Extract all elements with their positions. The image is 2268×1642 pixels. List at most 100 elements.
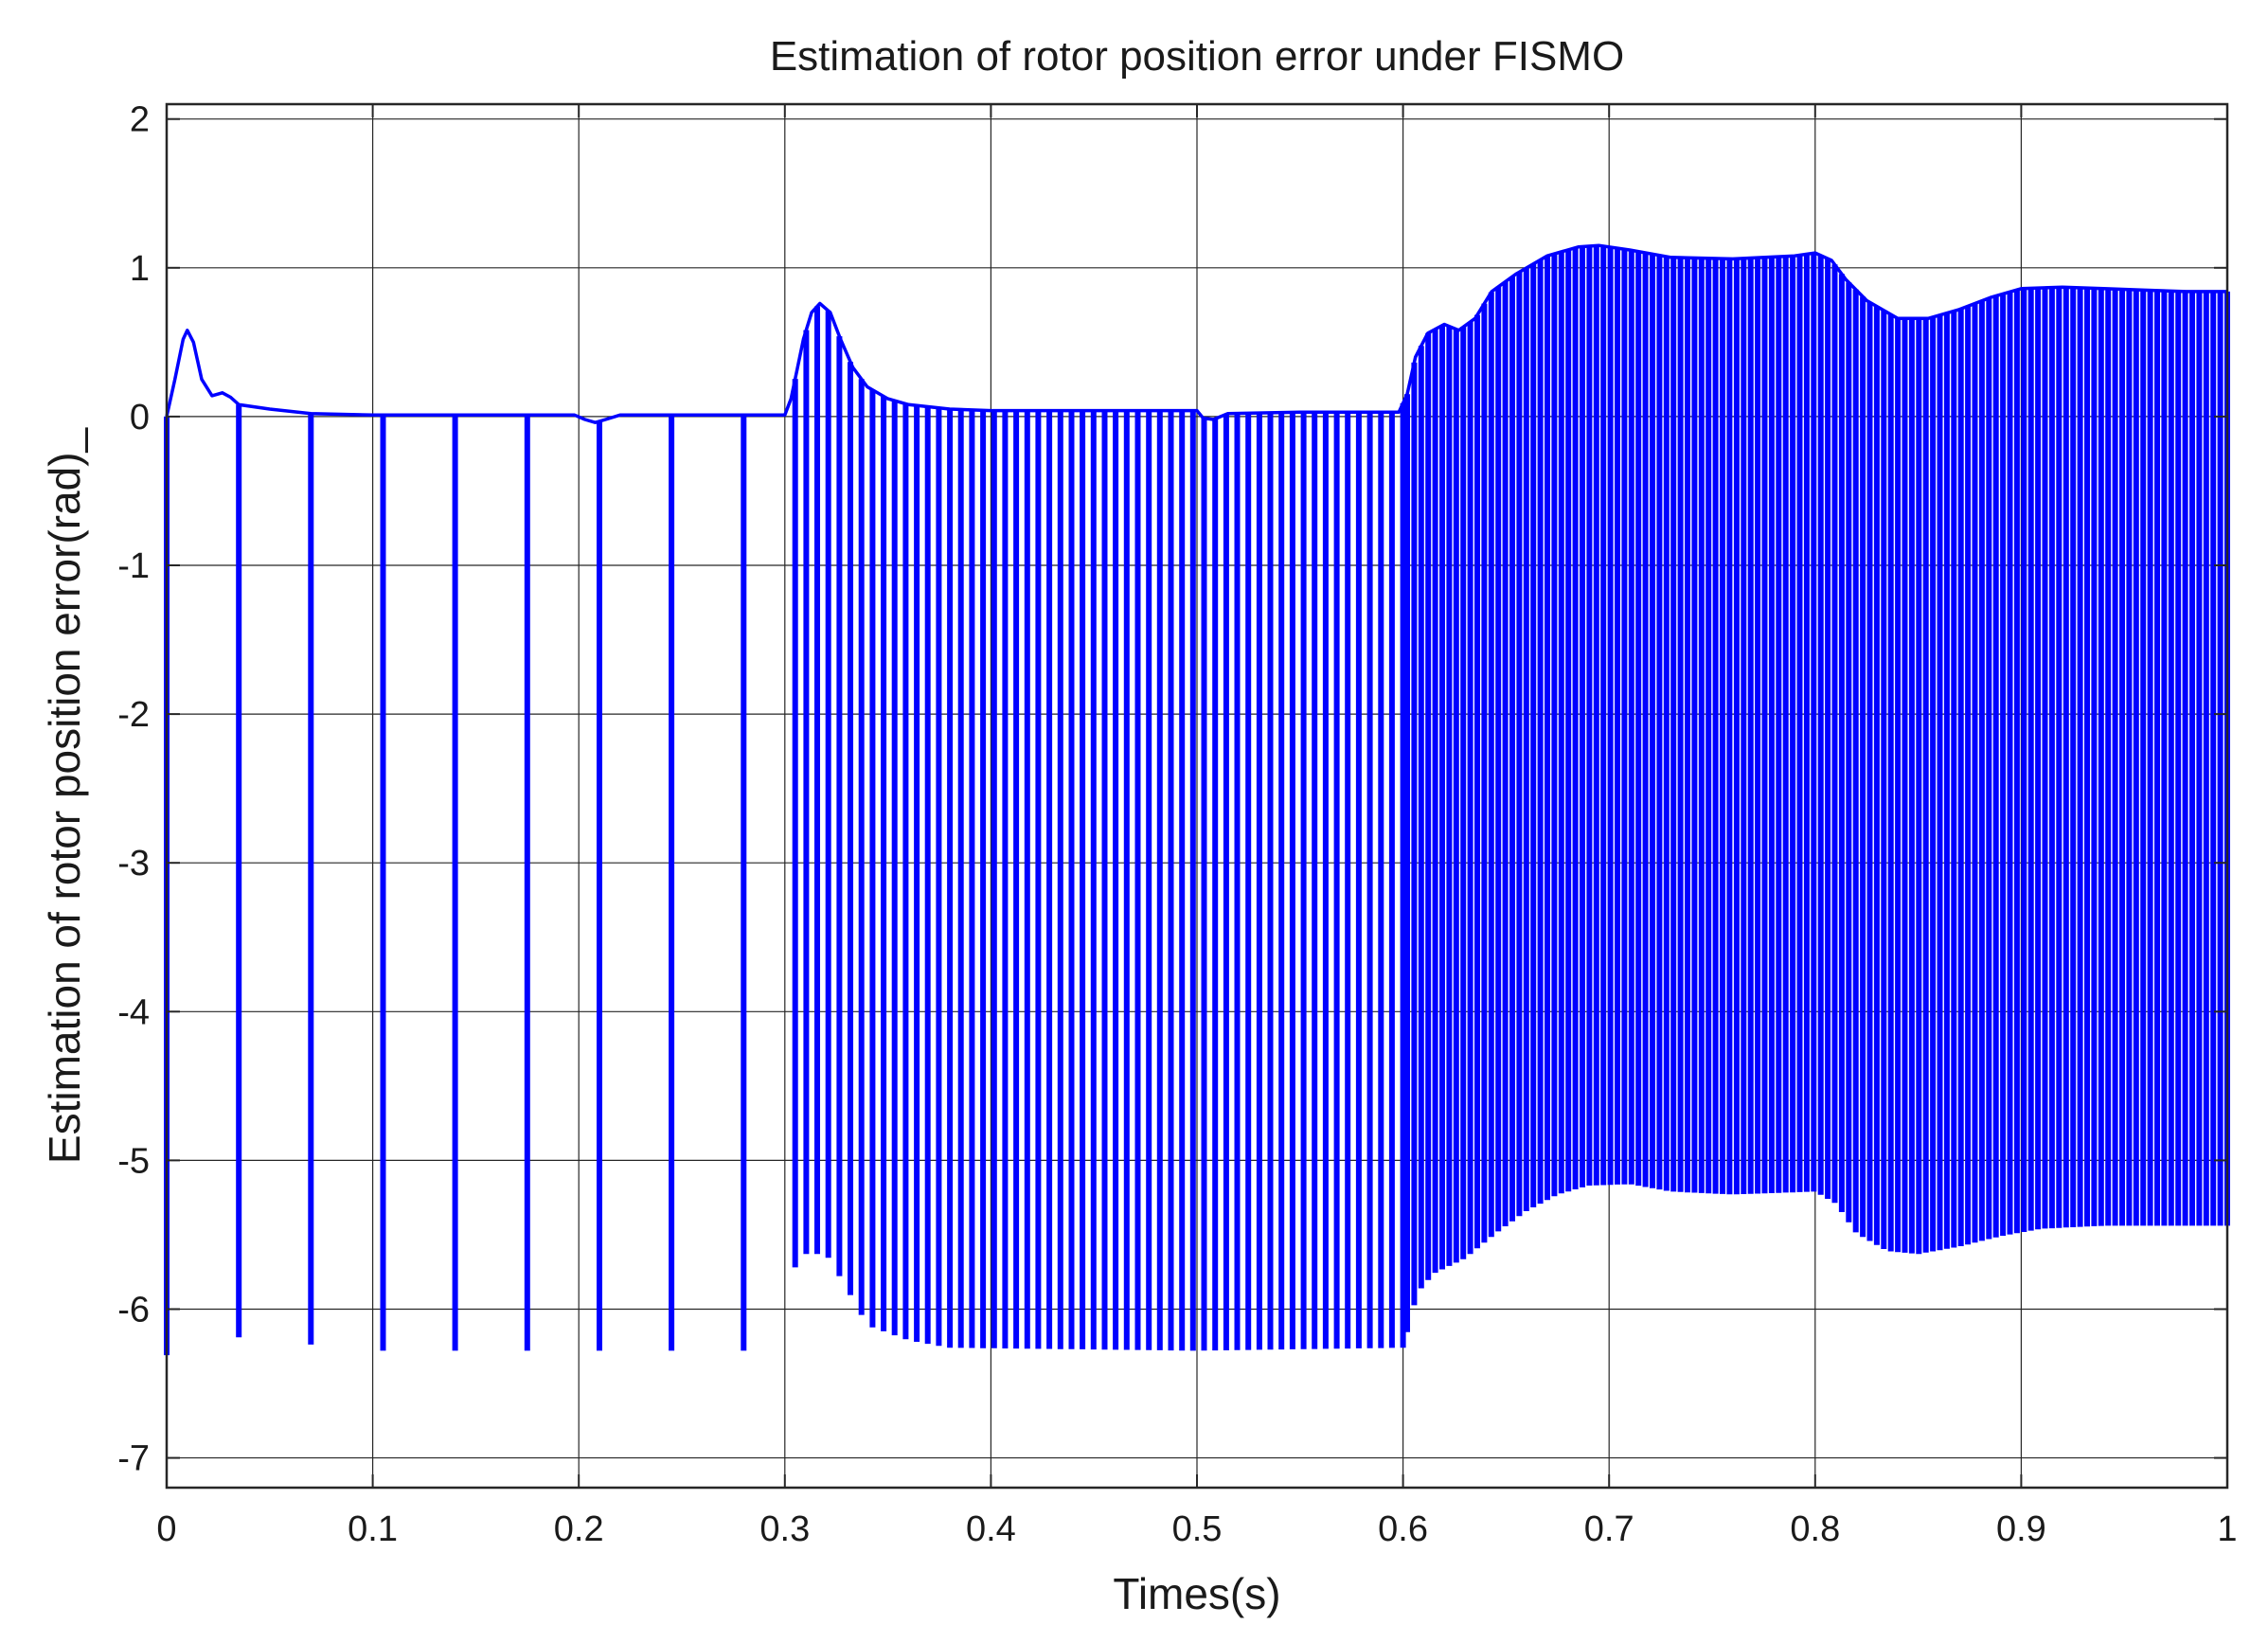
series-spike	[1300, 412, 1307, 1349]
series-spike	[1607, 247, 1614, 1186]
series-spike	[947, 409, 954, 1348]
series-spike	[1881, 310, 1887, 1249]
series-spike	[2147, 290, 2153, 1226]
series-spike	[2048, 287, 2055, 1229]
series-spike	[1425, 332, 1432, 1280]
series-spike	[1965, 306, 1972, 1245]
series-spike	[1615, 248, 1620, 1185]
x-tick-label: 0.6	[1378, 1509, 1428, 1549]
series-spike	[380, 415, 386, 1351]
series-spike	[1267, 412, 1274, 1350]
series-spike	[2070, 287, 2077, 1227]
series-spike	[869, 389, 876, 1328]
series-spike	[2175, 291, 2182, 1226]
series-spike	[1223, 414, 1229, 1350]
series-spike	[1509, 277, 1515, 1222]
x-tick-label: 0.7	[1584, 1509, 1634, 1549]
series-spike	[2063, 287, 2069, 1228]
series-spike	[1446, 326, 1453, 1266]
series-spike	[1922, 318, 1929, 1253]
series-spike	[1677, 258, 1684, 1192]
series-spike	[1322, 412, 1329, 1349]
series-spike	[1400, 402, 1406, 1348]
series-spike	[2217, 291, 2223, 1226]
series-spike	[1691, 258, 1698, 1193]
series-spike	[1481, 303, 1488, 1243]
series-spike	[803, 330, 810, 1255]
series-spike	[2077, 287, 2083, 1227]
series-spike	[881, 396, 887, 1331]
series-spike	[2013, 290, 2020, 1234]
series-spike	[2133, 290, 2139, 1226]
series-spike	[1035, 410, 1042, 1349]
series-spike	[1537, 259, 1544, 1205]
series-spike	[1831, 264, 1838, 1204]
x-tick-label: 0.3	[759, 1509, 810, 1549]
series-spike	[2007, 292, 2013, 1235]
series-spike	[1404, 394, 1410, 1332]
series-spike	[1600, 245, 1607, 1186]
series-spike	[1345, 412, 1351, 1349]
series-spike	[1951, 311, 1957, 1248]
series-spike	[1593, 245, 1599, 1186]
series-spike	[836, 336, 843, 1276]
series-spike	[1670, 257, 1677, 1192]
series-spike	[2112, 289, 2118, 1226]
series-spike	[452, 415, 458, 1351]
x-tick-label: 0.2	[554, 1509, 604, 1549]
series-spike	[669, 415, 675, 1351]
series-spike	[1156, 410, 1163, 1350]
series-spike	[2126, 289, 2133, 1226]
series-spike	[980, 410, 987, 1348]
series-spike	[1289, 412, 1295, 1349]
y-tick-label: 1	[130, 249, 150, 289]
x-tick-label: 0.1	[348, 1509, 398, 1549]
series-spike	[1811, 253, 1817, 1192]
series-spike	[1720, 259, 1725, 1194]
series-spike	[1530, 263, 1537, 1207]
series-spike	[1234, 413, 1241, 1350]
series-spike	[1698, 258, 1705, 1193]
series-spike	[1090, 410, 1097, 1350]
series-spike	[1123, 410, 1130, 1350]
series-spike	[1212, 419, 1219, 1351]
x-tick-label: 0.9	[1996, 1509, 2046, 1549]
series-spike	[1642, 253, 1649, 1187]
series-spike	[2027, 288, 2034, 1231]
y-axis-label: Estimation of rotor position error(rad)_	[40, 426, 89, 1164]
series-spike	[1580, 246, 1585, 1187]
series-spike	[741, 415, 747, 1351]
series-spike	[1201, 418, 1207, 1351]
series-spike	[924, 406, 931, 1345]
series-spike	[2203, 291, 2209, 1226]
series-spike	[1366, 412, 1373, 1348]
series-spike	[1189, 410, 1196, 1351]
series-spike	[2196, 291, 2203, 1226]
series-spike	[1972, 303, 1978, 1243]
series-spike	[1937, 314, 1943, 1251]
series-spike	[1460, 327, 1467, 1259]
y-tick-label: -1	[117, 546, 150, 586]
series-spike	[1986, 297, 1992, 1240]
series-spike	[1333, 412, 1340, 1349]
series-spike	[1080, 410, 1086, 1349]
series-spike	[1278, 412, 1285, 1350]
series-spike	[2056, 287, 2063, 1228]
series-spike	[1355, 412, 1362, 1348]
x-tick-label: 0	[156, 1509, 176, 1549]
series-spike	[2000, 294, 2007, 1236]
series-spike	[1741, 258, 1747, 1194]
y-tick-label: -5	[117, 1141, 150, 1181]
series-spike	[858, 379, 865, 1315]
tick-marks	[166, 104, 2228, 1488]
series-spike	[1024, 410, 1030, 1349]
series-spike	[1134, 410, 1141, 1350]
series-spike	[1846, 282, 1852, 1223]
series-spike	[2182, 291, 2188, 1226]
y-tick-label: -6	[117, 1290, 150, 1330]
series-spike	[524, 415, 530, 1351]
series-spike	[1761, 257, 1768, 1194]
series-spike	[1908, 318, 1915, 1254]
